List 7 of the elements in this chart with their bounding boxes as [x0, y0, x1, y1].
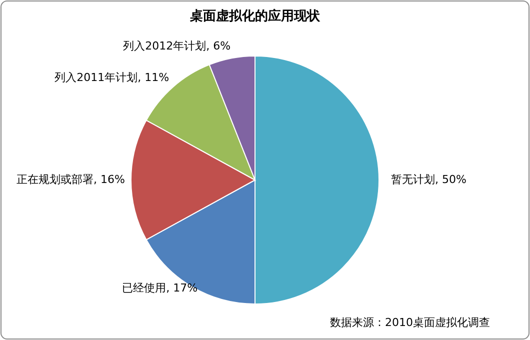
slice-label: 已经使用, 17% — [122, 281, 198, 294]
slice-label: 列入2012年计划, 6% — [123, 39, 231, 52]
source-note: 数据来源：2010桌面虚拟化调查 — [330, 316, 490, 329]
slice-label: 暂无计划, 50% — [391, 173, 466, 186]
slice-label: 正在规划或部署, 16% — [16, 173, 125, 186]
chart-title: 桌面虚拟化的应用现状 — [189, 8, 321, 24]
slice-label: 列入2011年计划, 11% — [54, 70, 170, 84]
